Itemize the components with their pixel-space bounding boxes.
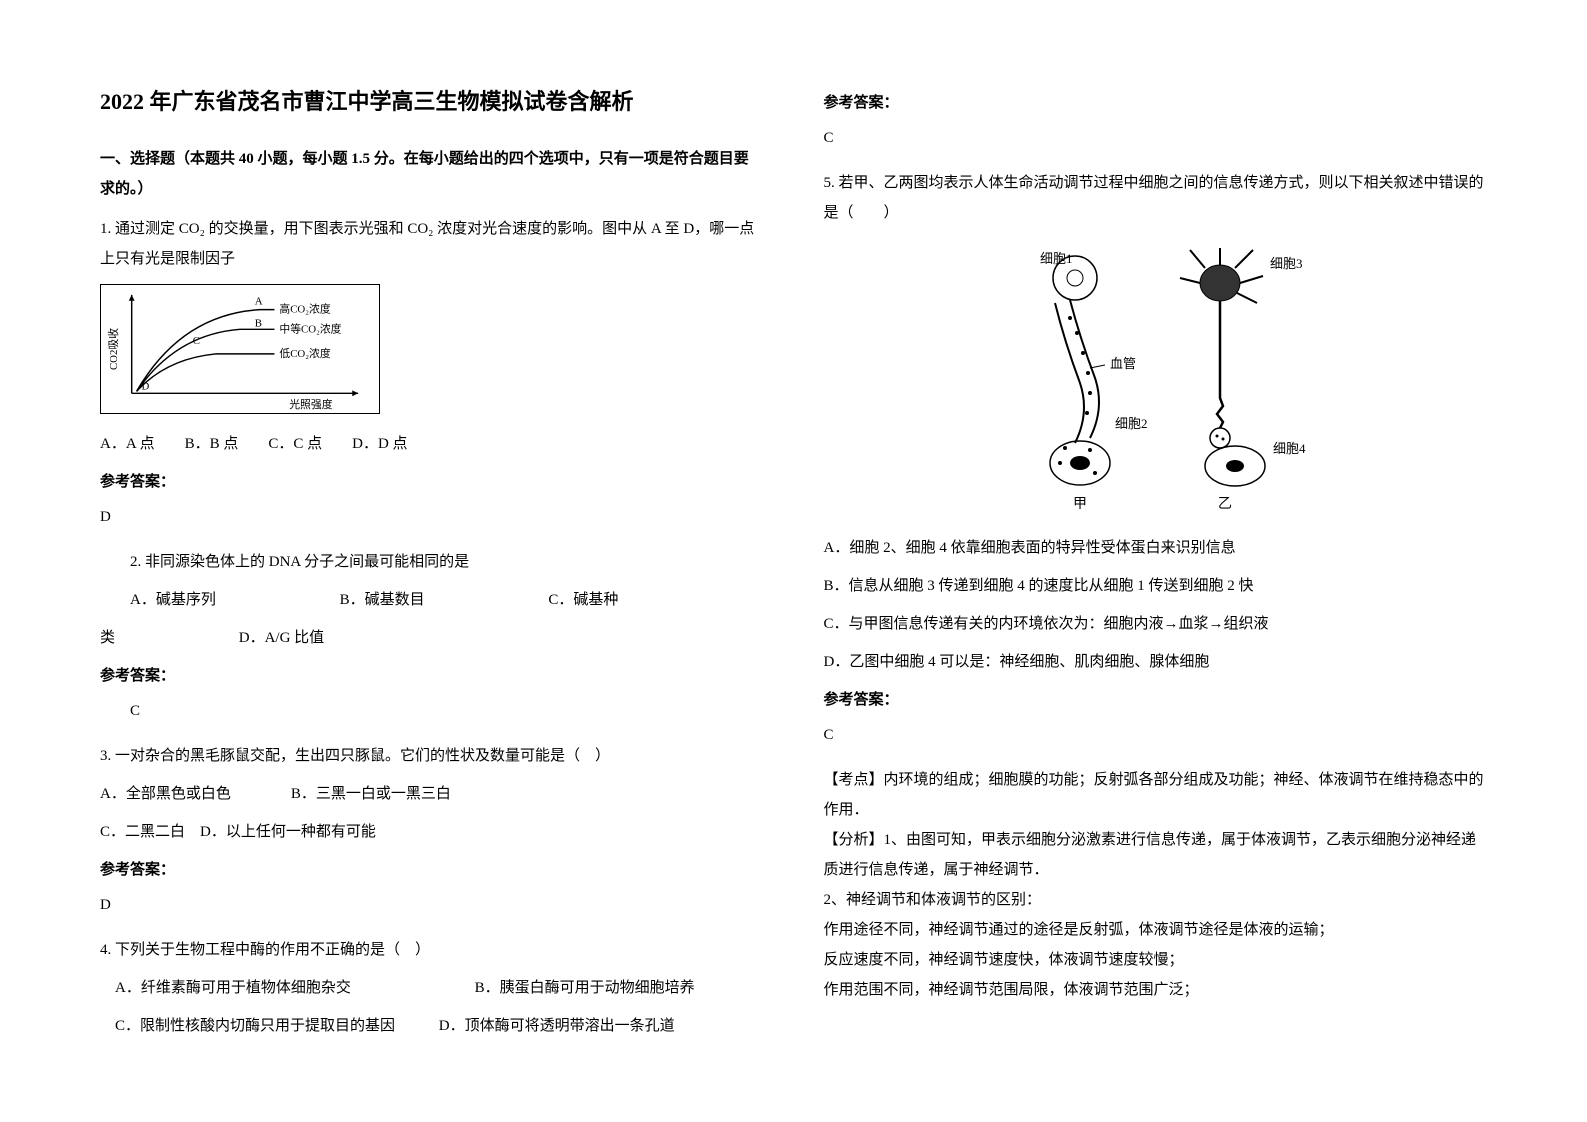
q2-options-line2: 类 D．A/G 比值 xyxy=(100,623,764,653)
q5-line1: 作用途径不同，神经调节通过的途径是反射弧，体液调节途径是体液的运输； xyxy=(824,915,1488,945)
answer-label: 参考答案： xyxy=(100,855,764,885)
q5-opt-a: A．细胞 2、细胞 4 依靠细胞表面的特异性受体蛋白来识别信息 xyxy=(824,533,1488,563)
svg-text:低CO₂浓度: 低CO₂浓度 xyxy=(279,346,330,360)
q2-opt-a: A．碱基序列 xyxy=(130,592,216,608)
q2-text: 2. 非同源染色体上的 DNA 分子之间最可能相同的是 xyxy=(100,547,764,577)
svg-text:高CO₂浓度: 高CO₂浓度 xyxy=(279,302,330,316)
q2-options-line1: A．碱基序列 B．碱基数目 C．碱基种 xyxy=(100,585,764,615)
q5-opt-c: C．与甲图信息传递有关的内环境依次为：细胞内液→血浆→组织液 xyxy=(824,609,1488,639)
q5-kaodian: 【考点】内环境的组成；细胞膜的功能；反射弧各部分组成及功能；神经、体液调节在维持… xyxy=(824,765,1488,825)
q4-line1: A．纤维素酶可用于植物体细胞杂交 B．胰蛋白酶可用于动物细胞培养 xyxy=(100,973,764,1003)
q2-answer: C xyxy=(100,696,764,726)
svg-text:CO2吸收: CO2吸收 xyxy=(106,328,120,370)
q4-text: 4. 下列关于生物工程中酶的作用不正确的是（ ） xyxy=(100,935,764,965)
svg-text:血管: 血管 xyxy=(1110,356,1136,371)
question-3: 3. 一对杂合的黑毛豚鼠交配，生出四只豚鼠。它们的性状及数量可能是（ ） A．全… xyxy=(100,741,764,920)
svg-text:A: A xyxy=(255,296,263,308)
q3-text: 3. 一对杂合的黑毛豚鼠交配，生出四只豚鼠。它们的性状及数量可能是（ ） xyxy=(100,741,764,771)
q1-options: A．A 点 B．B 点 C．C 点 D．D 点 xyxy=(100,429,764,459)
right-column: 参考答案： C 5. 若甲、乙两图均表示人体生命活动调节过程中细胞之间的信息传递… xyxy=(824,80,1488,1042)
q4-opt-d: D．顶体酶可将透明带溶出一条孔道 xyxy=(439,1018,675,1034)
exam-title: 2022 年广东省茂名市曹江中学高三生物模拟试卷含解析 xyxy=(100,80,764,124)
question-5: 5. 若甲、乙两图均表示人体生命活动调节过程中细胞之间的信息传递方式，则以下相关… xyxy=(824,168,1488,1005)
answer-label: 参考答案： xyxy=(824,685,1488,715)
svg-text:甲: 甲 xyxy=(1073,497,1087,512)
q3-answer: D xyxy=(100,890,764,920)
svg-text:C: C xyxy=(193,335,200,347)
q5-line3: 作用范围不同，神经调节范围局限，体液调节范围广泛； xyxy=(824,975,1488,1005)
q2-opt-c: C．碱基种 xyxy=(548,592,618,608)
q1-answer: D xyxy=(100,502,764,532)
q4-opt-c: C．限制性核酸内切酶只用于提取目的基因 xyxy=(115,1018,395,1034)
svg-text:D: D xyxy=(142,380,150,392)
question-1: 1. 通过测定 CO₂ 的交换量，用下图表示光强和 CO₂ 浓度对光合速度的影响… xyxy=(100,214,764,532)
svg-text:细胞3: 细胞3 xyxy=(1270,256,1303,271)
q5-opt-d: D．乙图中细胞 4 可以是：神经细胞、肌肉细胞、腺体细胞 xyxy=(824,647,1488,677)
left-column: 2022 年广东省茂名市曹江中学高三生物模拟试卷含解析 一、选择题（本题共 40… xyxy=(100,80,764,1042)
question-2: 2. 非同源染色体上的 DNA 分子之间最可能相同的是 A．碱基序列 B．碱基数… xyxy=(100,547,764,726)
svg-text:乙: 乙 xyxy=(1218,496,1232,512)
answer-label: 参考答案： xyxy=(824,88,1488,118)
svg-text:光照强度: 光照强度 xyxy=(289,397,332,411)
q3-line2: C．二黑二白 D．以上任何一种都有可能 xyxy=(100,817,764,847)
answer-label: 参考答案： xyxy=(100,661,764,691)
q5-diagram: 细胞1 血管 细胞2 甲 xyxy=(995,238,1315,518)
q5-text: 5. 若甲、乙两图均表示人体生命活动调节过程中细胞之间的信息传递方式，则以下相关… xyxy=(824,168,1488,228)
q1-chart: CO2吸收 光照强度 A 高CO₂浓度 B 中等CO₂浓度 C 低CO₂浓度 D xyxy=(100,284,380,414)
q2-opt-d: D．A/G 比值 xyxy=(239,630,324,646)
q4-opt-a: A．纤维素酶可用于植物体细胞杂交 xyxy=(115,980,351,996)
q5-fenxi1: 【分析】1、由图可知，甲表示细胞分泌激素进行信息传递，属于体液调节，乙表示细胞分… xyxy=(824,825,1488,885)
q4-opt-b: B．胰蛋白酶可用于动物细胞培养 xyxy=(475,980,695,996)
svg-text:细胞1: 细胞1 xyxy=(1040,251,1073,266)
section-header: 一、选择题（本题共 40 小题，每小题 1.5 分。在每小题给出的四个选项中，只… xyxy=(100,144,764,204)
svg-text:细胞2: 细胞2 xyxy=(1115,416,1148,431)
svg-text:B: B xyxy=(255,317,262,329)
q2-opt-b: B．碱基数目 xyxy=(340,592,425,608)
q5-fenxi2: 2、神经调节和体液调节的区别： xyxy=(824,885,1488,915)
q4-line2: C．限制性核酸内切酶只用于提取目的基因 D．顶体酶可将透明带溶出一条孔道 xyxy=(100,1011,764,1041)
question-4: 4. 下列关于生物工程中酶的作用不正确的是（ ） A．纤维素酶可用于植物体细胞杂… xyxy=(100,935,764,1041)
svg-text:细胞4: 细胞4 xyxy=(1273,441,1306,456)
q5-line2: 反应速度不同，神经调节速度快，体液调节速度较慢； xyxy=(824,945,1488,975)
q1-text: 1. 通过测定 CO₂ 的交换量，用下图表示光强和 CO₂ 浓度对光合速度的影响… xyxy=(100,214,764,274)
svg-text:中等CO₂浓度: 中等CO₂浓度 xyxy=(279,321,341,335)
q2-line2-left: 类 xyxy=(100,630,115,646)
answer-label: 参考答案： xyxy=(100,467,764,497)
q4-answer: C xyxy=(824,123,1488,153)
q5-opt-b: B．信息从细胞 3 传递到细胞 4 的速度比从细胞 1 传送到细胞 2 快 xyxy=(824,571,1488,601)
q3-line1: A．全部黑色或白色 B．三黑一白或一黑三白 xyxy=(100,779,764,809)
q5-answer: C xyxy=(824,720,1488,750)
